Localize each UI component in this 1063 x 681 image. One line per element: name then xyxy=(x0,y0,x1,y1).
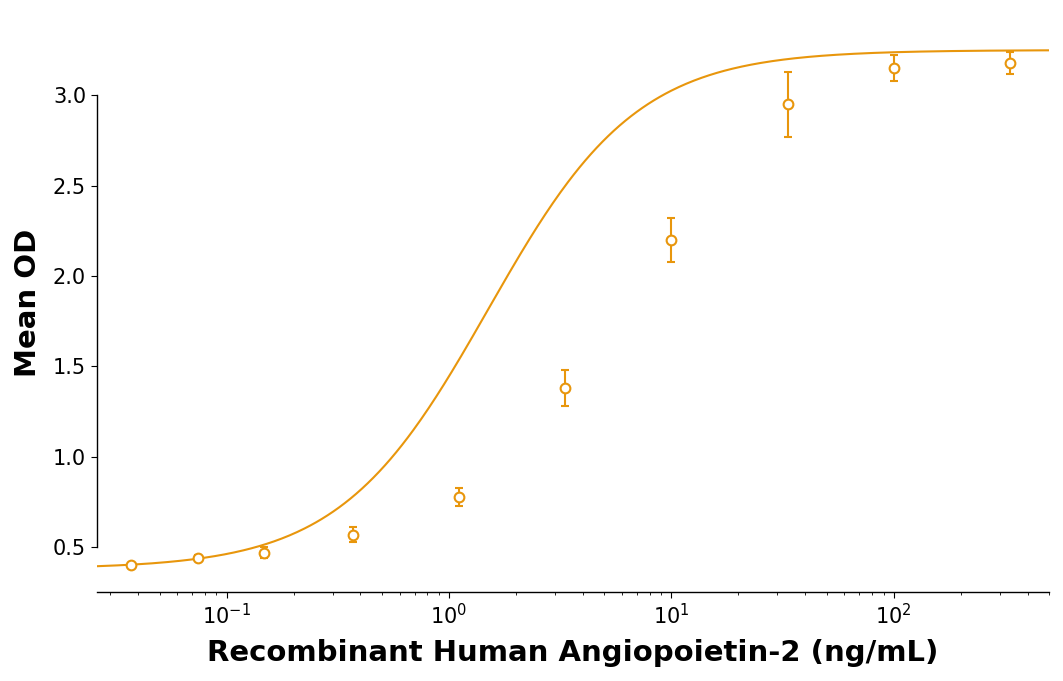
X-axis label: Recombinant Human Angiopoietin-2 (ng/mL): Recombinant Human Angiopoietin-2 (ng/mL) xyxy=(207,639,939,667)
Y-axis label: Mean OD: Mean OD xyxy=(14,229,41,377)
